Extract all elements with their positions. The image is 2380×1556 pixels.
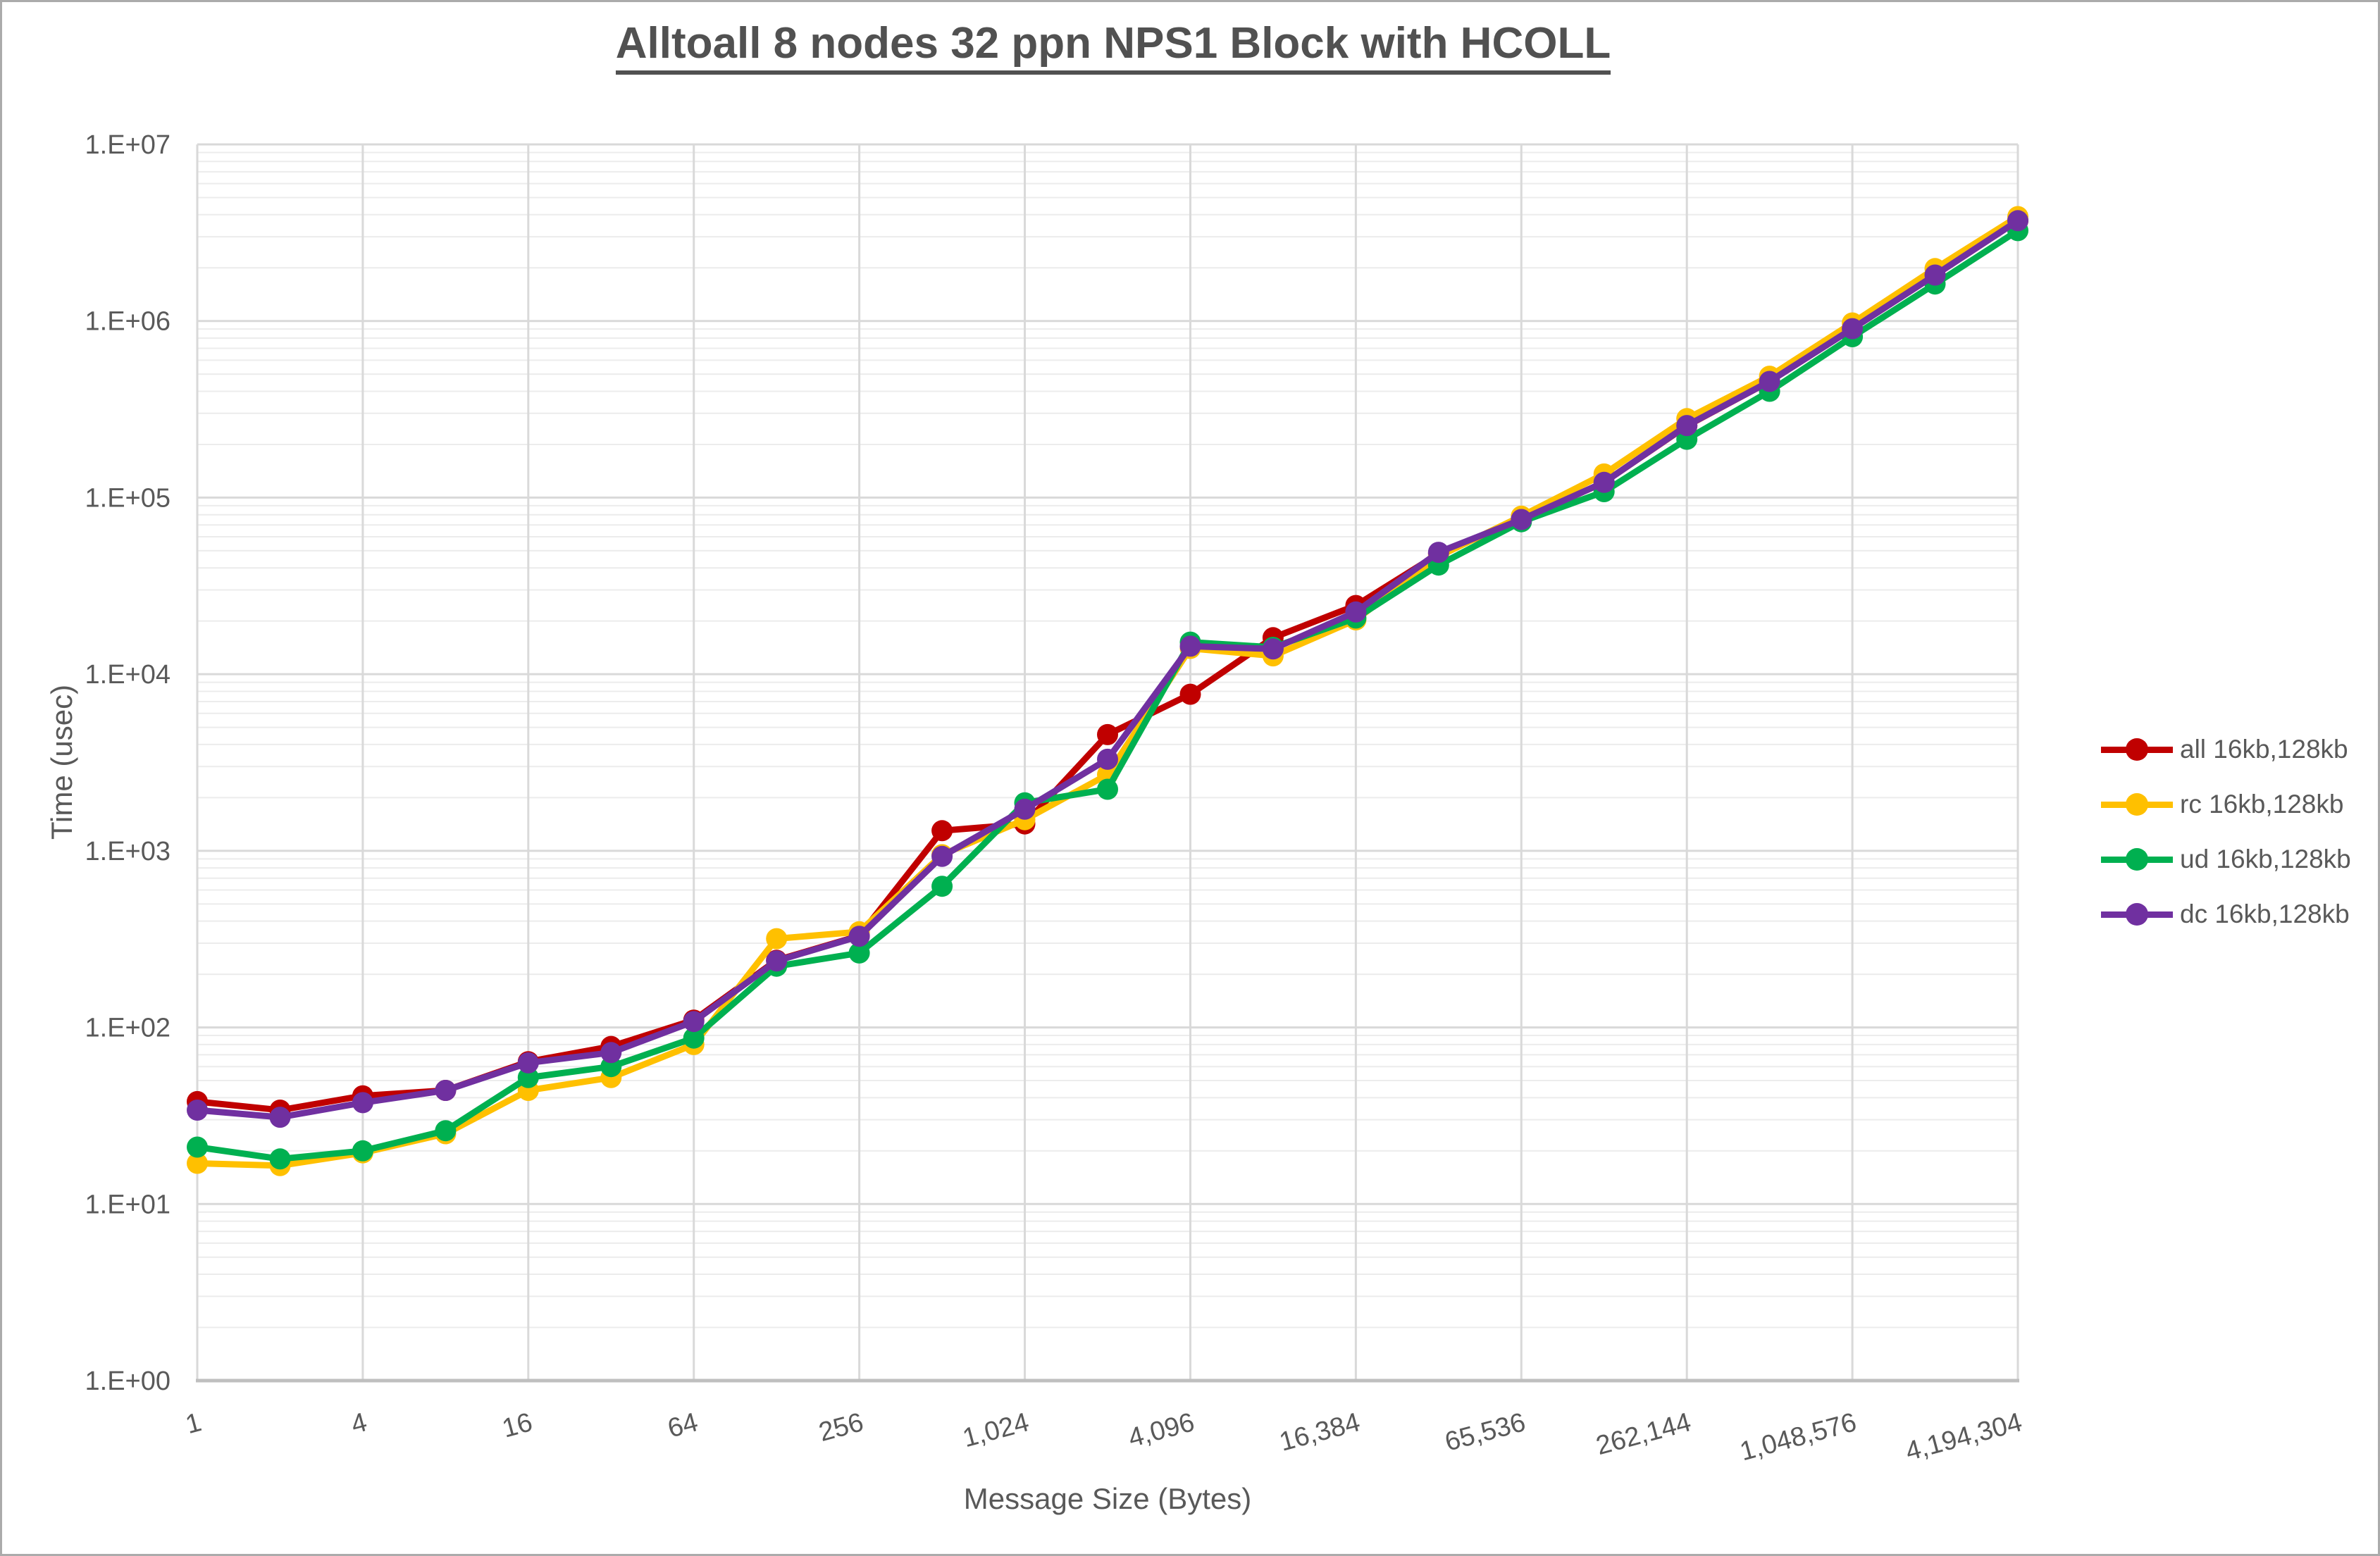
x-tick-label: 16,384 xyxy=(1277,1407,1363,1457)
y-tick-label: 1.E+04 xyxy=(85,660,171,690)
y-tick-label: 1.E+02 xyxy=(85,1014,171,1043)
data-point-dc xyxy=(1345,601,1367,623)
legend-label: all 16kb,128kb xyxy=(2180,735,2348,764)
x-tick-label: 1 xyxy=(182,1407,204,1440)
x-tick-label: 1,024 xyxy=(960,1407,1032,1453)
data-point-dc xyxy=(766,950,788,972)
data-point-dc xyxy=(2007,210,2028,232)
legend-label: dc 16kb,128kb xyxy=(2180,900,2350,928)
data-point-dc xyxy=(600,1042,622,1064)
legend-marker-icon xyxy=(2101,903,2173,926)
data-point-ud xyxy=(683,1027,705,1049)
legend-label: ud 16kb,128kb xyxy=(2180,845,2351,873)
x-tick-label: 64 xyxy=(664,1407,701,1444)
y-tick-label: 1.E+06 xyxy=(85,307,171,337)
data-point-dc xyxy=(1097,748,1118,770)
x-axis-title: Message Size (Bytes) xyxy=(963,1482,1252,1515)
data-point-ud xyxy=(848,942,870,964)
series-line-all xyxy=(194,217,2021,1114)
series-line-ud xyxy=(194,227,2021,1162)
data-point-dc xyxy=(1593,471,1615,493)
data-point-dc xyxy=(1924,264,1946,286)
series-line-dc xyxy=(194,217,2021,1121)
data-point-dc xyxy=(269,1107,291,1128)
x-tick-label: 65,536 xyxy=(1442,1407,1528,1457)
legend-item-all: all 16kb,128kb xyxy=(2101,722,2351,777)
data-point-ud xyxy=(187,1136,208,1158)
data-point-ud xyxy=(269,1148,291,1170)
legend-item-dc: dc 16kb,128kb xyxy=(2101,887,2351,942)
data-point-dc xyxy=(848,926,870,947)
legend: all 16kb,128kb rc 16kb,128kb ud 16kb,128kb… xyxy=(2101,722,2351,942)
data-point-rc xyxy=(187,1152,208,1174)
data-point-dc xyxy=(683,1011,705,1033)
data-point-ud xyxy=(352,1140,373,1162)
x-tick-label: 4 xyxy=(348,1407,370,1440)
x-tick-label: 16 xyxy=(499,1407,535,1444)
legend-item-rc: rc 16kb,128kb xyxy=(2101,777,2351,832)
data-point-dc xyxy=(931,845,953,867)
y-tick-label: 1.E+01 xyxy=(85,1190,171,1219)
y-axis-title: Time (usec) xyxy=(45,684,78,840)
data-point-all xyxy=(931,820,953,842)
legend-marker-icon xyxy=(2101,793,2173,816)
data-point-dc xyxy=(187,1100,208,1121)
data-point-dc xyxy=(1511,509,1532,530)
data-point-ud xyxy=(435,1120,457,1142)
data-point-dc xyxy=(1676,415,1698,437)
legend-label: rc 16kb,128kb xyxy=(2180,790,2344,819)
y-tick-label: 1.E+03 xyxy=(85,837,171,866)
data-point-rc xyxy=(766,928,788,950)
data-point-dc xyxy=(1759,371,1780,392)
chart-title: Alltoall 8 nodes 32 ppn NPS1 Block with … xyxy=(0,18,2226,75)
data-point-dc xyxy=(517,1052,539,1073)
x-tick-label: 4,096 xyxy=(1125,1407,1198,1453)
data-point-ud xyxy=(1097,778,1118,800)
data-point-all xyxy=(1097,723,1118,745)
data-point-ud xyxy=(931,876,953,897)
legend-item-ud: ud 16kb,128kb xyxy=(2101,832,2351,887)
data-point-dc xyxy=(352,1092,373,1114)
x-tick-label: 262,144 xyxy=(1593,1407,1694,1461)
x-tick-label: 1,048,576 xyxy=(1737,1407,1859,1467)
data-point-dc xyxy=(1262,638,1284,660)
legend-marker-icon xyxy=(2101,848,2173,871)
x-tick-label: 4,194,304 xyxy=(1902,1407,2025,1467)
data-point-dc xyxy=(435,1080,457,1101)
data-point-dc xyxy=(1842,318,1864,340)
data-point-ud xyxy=(517,1066,539,1088)
data-point-dc xyxy=(1014,798,1036,820)
x-tick-label: 256 xyxy=(816,1407,867,1448)
y-tick-label: 1.E+00 xyxy=(85,1367,171,1396)
y-tick-label: 1.E+05 xyxy=(85,483,171,513)
data-point-dc xyxy=(1427,542,1449,564)
data-point-all xyxy=(1179,683,1201,705)
legend-marker-icon xyxy=(2101,738,2173,761)
data-point-dc xyxy=(1179,635,1201,657)
y-tick-label: 1.E+07 xyxy=(85,130,171,160)
